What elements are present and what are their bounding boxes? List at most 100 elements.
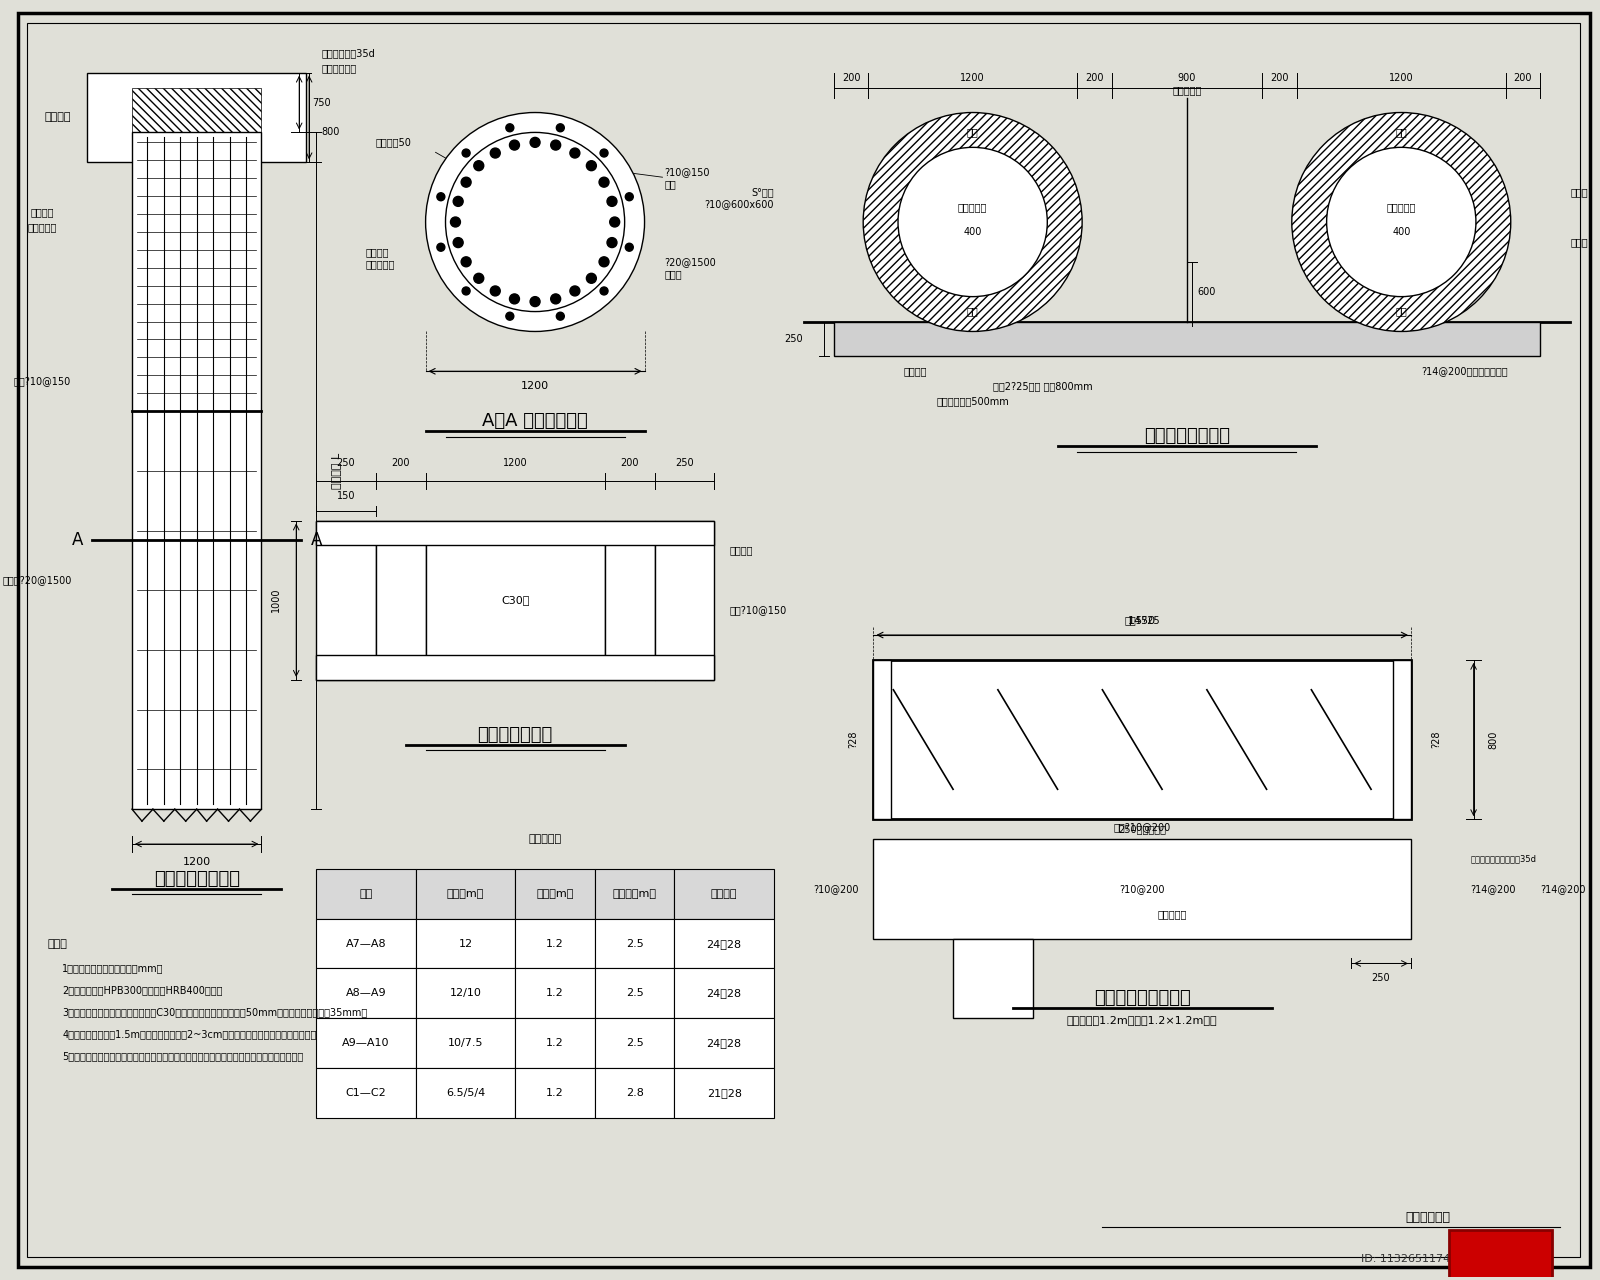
Text: 800: 800	[322, 128, 341, 137]
Text: ?10@150: ?10@150	[664, 168, 710, 177]
Text: 现状地面: 现状地面	[730, 545, 752, 556]
Text: 800: 800	[1488, 731, 1499, 749]
Text: 竖向钢筋直径500mm: 竖向钢筋直径500mm	[936, 396, 1010, 406]
Bar	[317, 521, 376, 680]
Circle shape	[626, 243, 634, 251]
Circle shape	[626, 193, 634, 201]
Bar	[834, 321, 1541, 356]
Text: 超出部分弯起: 超出部分弯起	[322, 63, 357, 73]
Text: 桦长（m）: 桦长（m）	[446, 888, 485, 899]
Circle shape	[462, 148, 470, 157]
Text: 支座: 支座	[360, 888, 373, 899]
Text: 10/7.5: 10/7.5	[448, 1038, 483, 1048]
Text: 桩板墙连接大样图: 桩板墙连接大样图	[1144, 428, 1230, 445]
Text: 护壁: 护壁	[966, 307, 979, 316]
Text: 箍筋?10@150: 箍筋?10@150	[14, 376, 70, 387]
Text: 400: 400	[963, 227, 982, 237]
Circle shape	[490, 148, 501, 157]
Bar	[416, 919, 515, 969]
Circle shape	[550, 140, 560, 150]
Text: 200: 200	[1085, 73, 1104, 83]
Bar	[317, 1018, 416, 1068]
Bar	[654, 521, 714, 680]
Text: 1450: 1450	[1128, 616, 1157, 626]
Text: 桩间灌浆孔: 桩间灌浆孔	[1173, 86, 1202, 96]
Text: ?14@200双层双向钢筋网: ?14@200双层双向钢筋网	[1421, 366, 1507, 376]
Text: 1200: 1200	[182, 856, 211, 867]
Text: 250: 250	[336, 458, 355, 468]
Text: 保护层厚50: 保护层厚50	[376, 137, 411, 147]
Text: 知束: 知束	[1485, 1243, 1515, 1267]
FancyBboxPatch shape	[1448, 1230, 1552, 1279]
Bar	[416, 1018, 515, 1068]
Text: 900: 900	[1178, 73, 1197, 83]
Circle shape	[898, 147, 1048, 297]
Text: 底筋?10@200: 底筋?10@200	[1114, 822, 1171, 832]
Text: A9—A10: A9—A10	[342, 1038, 390, 1048]
Circle shape	[1326, 147, 1475, 297]
Text: 200: 200	[621, 458, 638, 468]
Bar	[88, 73, 306, 163]
Circle shape	[600, 148, 608, 157]
Text: 1.2: 1.2	[546, 1038, 563, 1048]
Text: 400: 400	[1392, 227, 1411, 237]
Circle shape	[445, 132, 624, 311]
Text: 迎土侧: 迎土侧	[1570, 187, 1587, 197]
Text: 锚筋?10@150: 锚筋?10@150	[730, 605, 786, 616]
Text: A: A	[310, 531, 322, 549]
Text: 镕注配筋表: 镕注配筋表	[528, 835, 562, 844]
Text: 24？28: 24？28	[707, 988, 742, 998]
Bar	[131, 87, 261, 163]
Text: 桦间距（m）: 桦间距（m）	[613, 888, 656, 899]
Text: 200: 200	[392, 458, 410, 468]
Bar	[317, 869, 416, 919]
Circle shape	[606, 196, 618, 206]
Bar	[376, 521, 426, 680]
Circle shape	[557, 124, 565, 132]
Text: 前除护壁: 前除护壁	[904, 366, 926, 376]
Text: 植入2?25钢筋 间距800mm: 植入2?25钢筋 间距800mm	[992, 381, 1093, 392]
Circle shape	[426, 113, 645, 332]
Bar	[515, 1018, 595, 1068]
Text: 说明：: 说明：	[48, 938, 67, 948]
Bar	[675, 1068, 774, 1117]
Bar	[675, 1018, 774, 1068]
Text: 1、图中尺寸单位注明者均为mm；: 1、图中尺寸单位注明者均为mm；	[62, 964, 163, 974]
Text: 1000: 1000	[272, 588, 282, 612]
Text: 1200: 1200	[502, 458, 528, 468]
Text: 1.2: 1.2	[546, 988, 563, 998]
Text: 2、图中箍筐用HPB300，主筋用HRB400锯筋；: 2、图中箍筐用HPB300，主筋用HRB400锯筋；	[62, 986, 222, 996]
Circle shape	[862, 113, 1082, 332]
Bar	[675, 969, 774, 1018]
Text: 24？28: 24？28	[707, 1038, 742, 1048]
Circle shape	[586, 274, 597, 283]
Circle shape	[509, 140, 520, 150]
Text: ID: 1132651174: ID: 1132651174	[1362, 1254, 1451, 1265]
Bar	[595, 869, 675, 919]
Text: 600: 600	[1198, 287, 1216, 297]
Text: 200: 200	[842, 73, 861, 83]
Text: 桦径（m）: 桦径（m）	[536, 888, 574, 899]
Bar	[595, 969, 675, 1018]
Bar	[426, 521, 605, 680]
Text: 5、锯筋掐桶、搞接长度及桦筋搞接按照图纸要求进行，其它未注明处，按图相关标准执行。: 5、锯筋掐桶、搞接长度及桦筋搞接按照图纸要求进行，其它未注明处，按图相关标准执行…	[62, 1051, 304, 1061]
Text: 人工挖孔桩: 人工挖孔桩	[958, 202, 987, 212]
Text: 2.8: 2.8	[626, 1088, 643, 1098]
Text: 加强筋: 加强筋	[664, 269, 682, 279]
Text: 腰筋5?25: 腰筋5?25	[1125, 616, 1160, 625]
Circle shape	[437, 243, 445, 251]
Circle shape	[474, 161, 483, 170]
Circle shape	[598, 177, 610, 187]
Circle shape	[570, 285, 579, 296]
Text: A－A 桩身断面大样: A－A 桩身断面大样	[482, 412, 587, 430]
Bar	[515, 919, 595, 969]
Bar	[515, 869, 595, 919]
Text: 护壁: 护壁	[1395, 307, 1406, 316]
Bar	[605, 521, 654, 680]
Text: 护壁: 护壁	[1395, 128, 1406, 137]
Text: 4、冠梁、面板每隔1.5m设置伸缩缝，缝宽2~3cm，填塞氥青讯或其他弹性防水材料；: 4、冠梁、面板每隔1.5m设置伸缩缝，缝宽2~3cm，填塞氥青讯或其他弹性防水材…	[62, 1029, 317, 1039]
Text: 主筋插入冠梁35d: 主筋插入冠梁35d	[322, 47, 374, 58]
Text: 21？28: 21？28	[707, 1088, 742, 1098]
Bar	[675, 919, 774, 969]
Bar	[874, 840, 1411, 938]
